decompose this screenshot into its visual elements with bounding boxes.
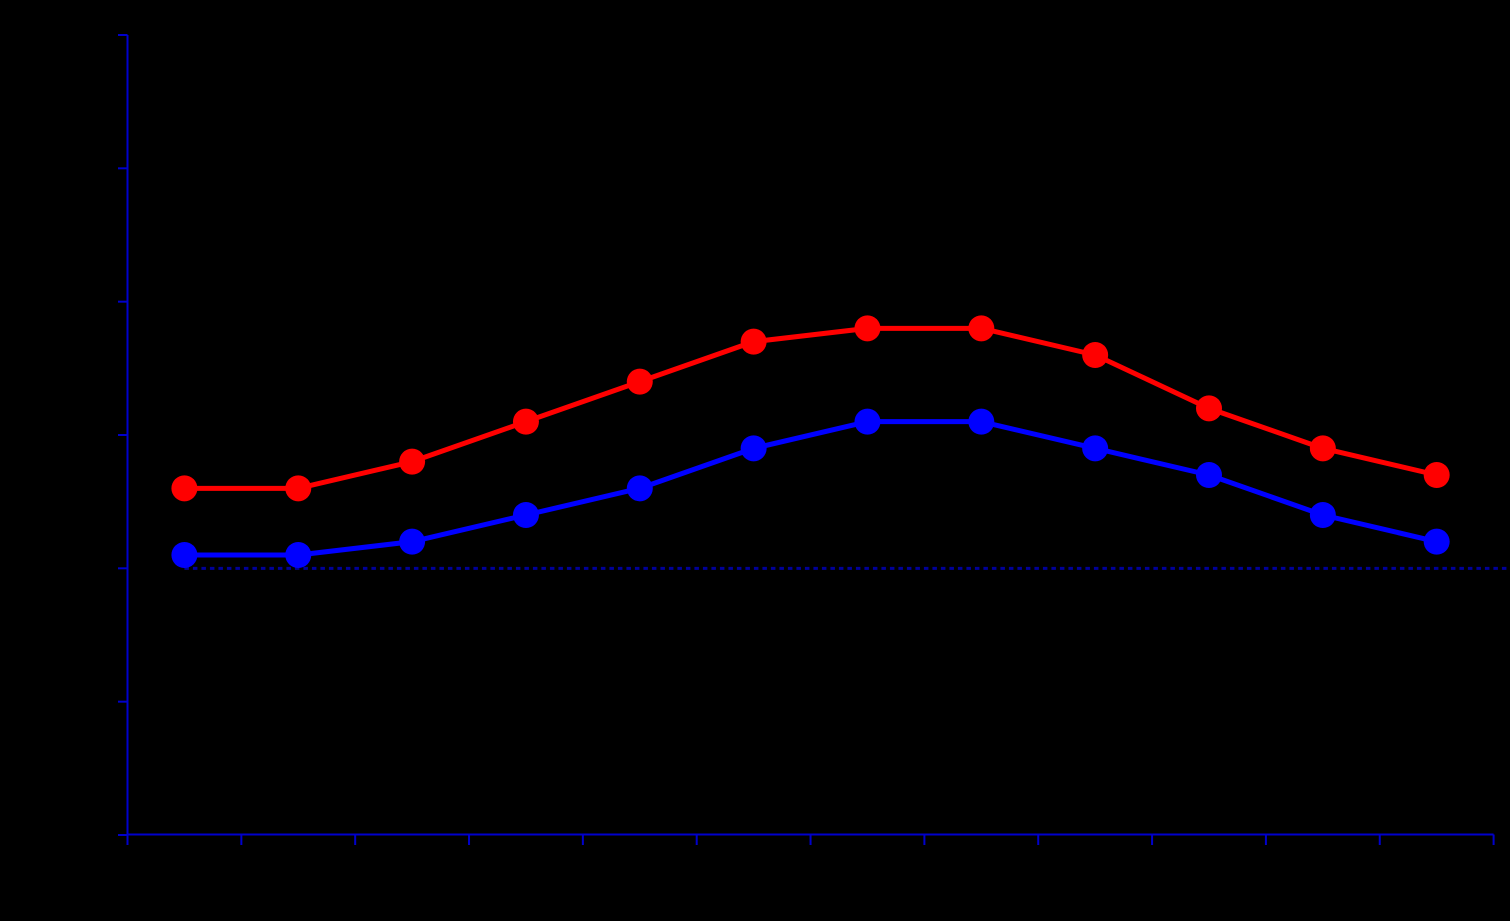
upper-red-series-marker (1195, 395, 1222, 422)
lower-blue-series-line (181, 419, 1440, 558)
upper-red-series-marker (1309, 435, 1336, 462)
lower-blue-series-marker (171, 542, 198, 568)
upper-red-series-marker (285, 475, 312, 502)
lower-blue-series-marker (1423, 528, 1450, 555)
lower-blue-series-marker (285, 542, 312, 568)
lower-blue-series-marker (626, 475, 653, 502)
upper-red-series-marker (854, 315, 881, 342)
lower-blue-series-marker (512, 502, 539, 528)
lower-blue-series-marker (1195, 462, 1222, 488)
upper-red-series-marker (399, 448, 426, 475)
lower-blue-series-marker (968, 408, 995, 435)
lower-blue-series-marker (1082, 435, 1109, 462)
lower-blue-series-marker (854, 408, 881, 435)
lower-blue-series-marker (740, 435, 767, 462)
lower-blue-series-marker (1309, 502, 1336, 528)
upper-red-series-line (181, 325, 1440, 491)
upper-red-series-marker (968, 315, 995, 342)
lower-blue-series-marker (399, 528, 426, 555)
upper-red-series-marker (512, 408, 539, 435)
upper-red-series-marker (171, 475, 198, 502)
upper-red-series-marker (1423, 462, 1450, 488)
upper-red-series-marker (1082, 342, 1109, 368)
upper-red-series-marker (626, 368, 653, 395)
upper-red-series-marker (740, 328, 767, 355)
